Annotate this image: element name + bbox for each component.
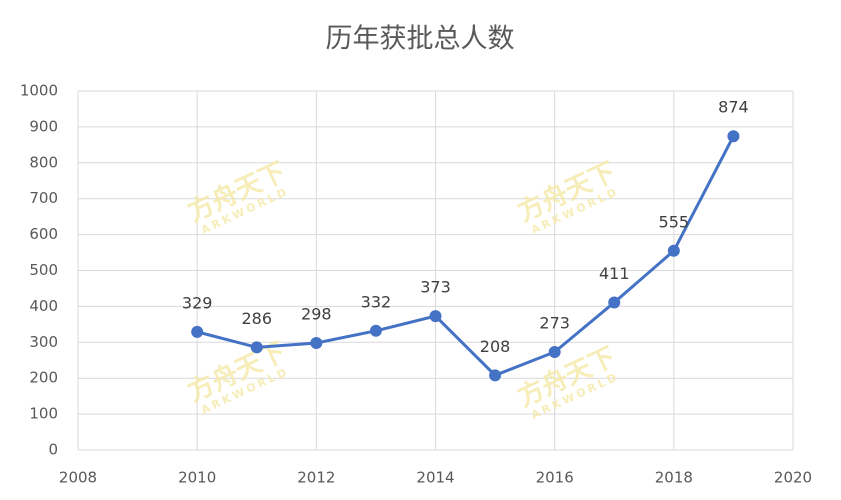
data-label: 874 (718, 98, 749, 117)
line (196, 135, 735, 378)
data-label: 332 (361, 292, 392, 311)
x-tick-label: 2008 (59, 469, 97, 487)
marker (310, 337, 323, 350)
marker (667, 244, 680, 257)
data-label: 298 (301, 305, 332, 324)
marker (191, 325, 204, 338)
y-tick-label: 100 (29, 405, 58, 423)
x-tick-label: 2014 (416, 469, 454, 487)
data-label: 555 (659, 212, 690, 231)
x-tick-label: 2020 (774, 469, 812, 487)
x-tick-label: 2016 (536, 469, 574, 487)
data-label: 373 (420, 278, 451, 297)
x-tick-label: 2012 (297, 469, 335, 487)
y-tick-label: 400 (29, 297, 58, 315)
x-tick-label: 2010 (178, 469, 216, 487)
marker (250, 341, 263, 354)
data-label: 273 (539, 313, 570, 332)
y-tick-label: 300 (29, 333, 58, 351)
y-tick-label: 200 (29, 369, 58, 387)
y-tick-label: 900 (29, 117, 58, 135)
y-tick-label: 1000 (20, 82, 58, 100)
marker (548, 345, 561, 358)
y-tick-label: 600 (29, 225, 58, 243)
y-tick-label: 800 (29, 153, 58, 171)
y-tick-label: 0 (48, 441, 58, 459)
y-tick-label: 500 (29, 261, 58, 279)
data-label: 329 (182, 293, 213, 312)
x-tick-label: 2018 (655, 469, 693, 487)
marker (369, 324, 382, 337)
y-tick-label: 700 (29, 189, 58, 207)
data-label: 411 (599, 264, 630, 283)
data-label: 286 (241, 309, 272, 328)
marker (429, 310, 442, 323)
data-label: 208 (480, 337, 511, 356)
chart-title: 历年获批总人数 (326, 24, 515, 55)
marker (727, 130, 740, 143)
marker (489, 369, 502, 382)
marker (608, 296, 621, 309)
